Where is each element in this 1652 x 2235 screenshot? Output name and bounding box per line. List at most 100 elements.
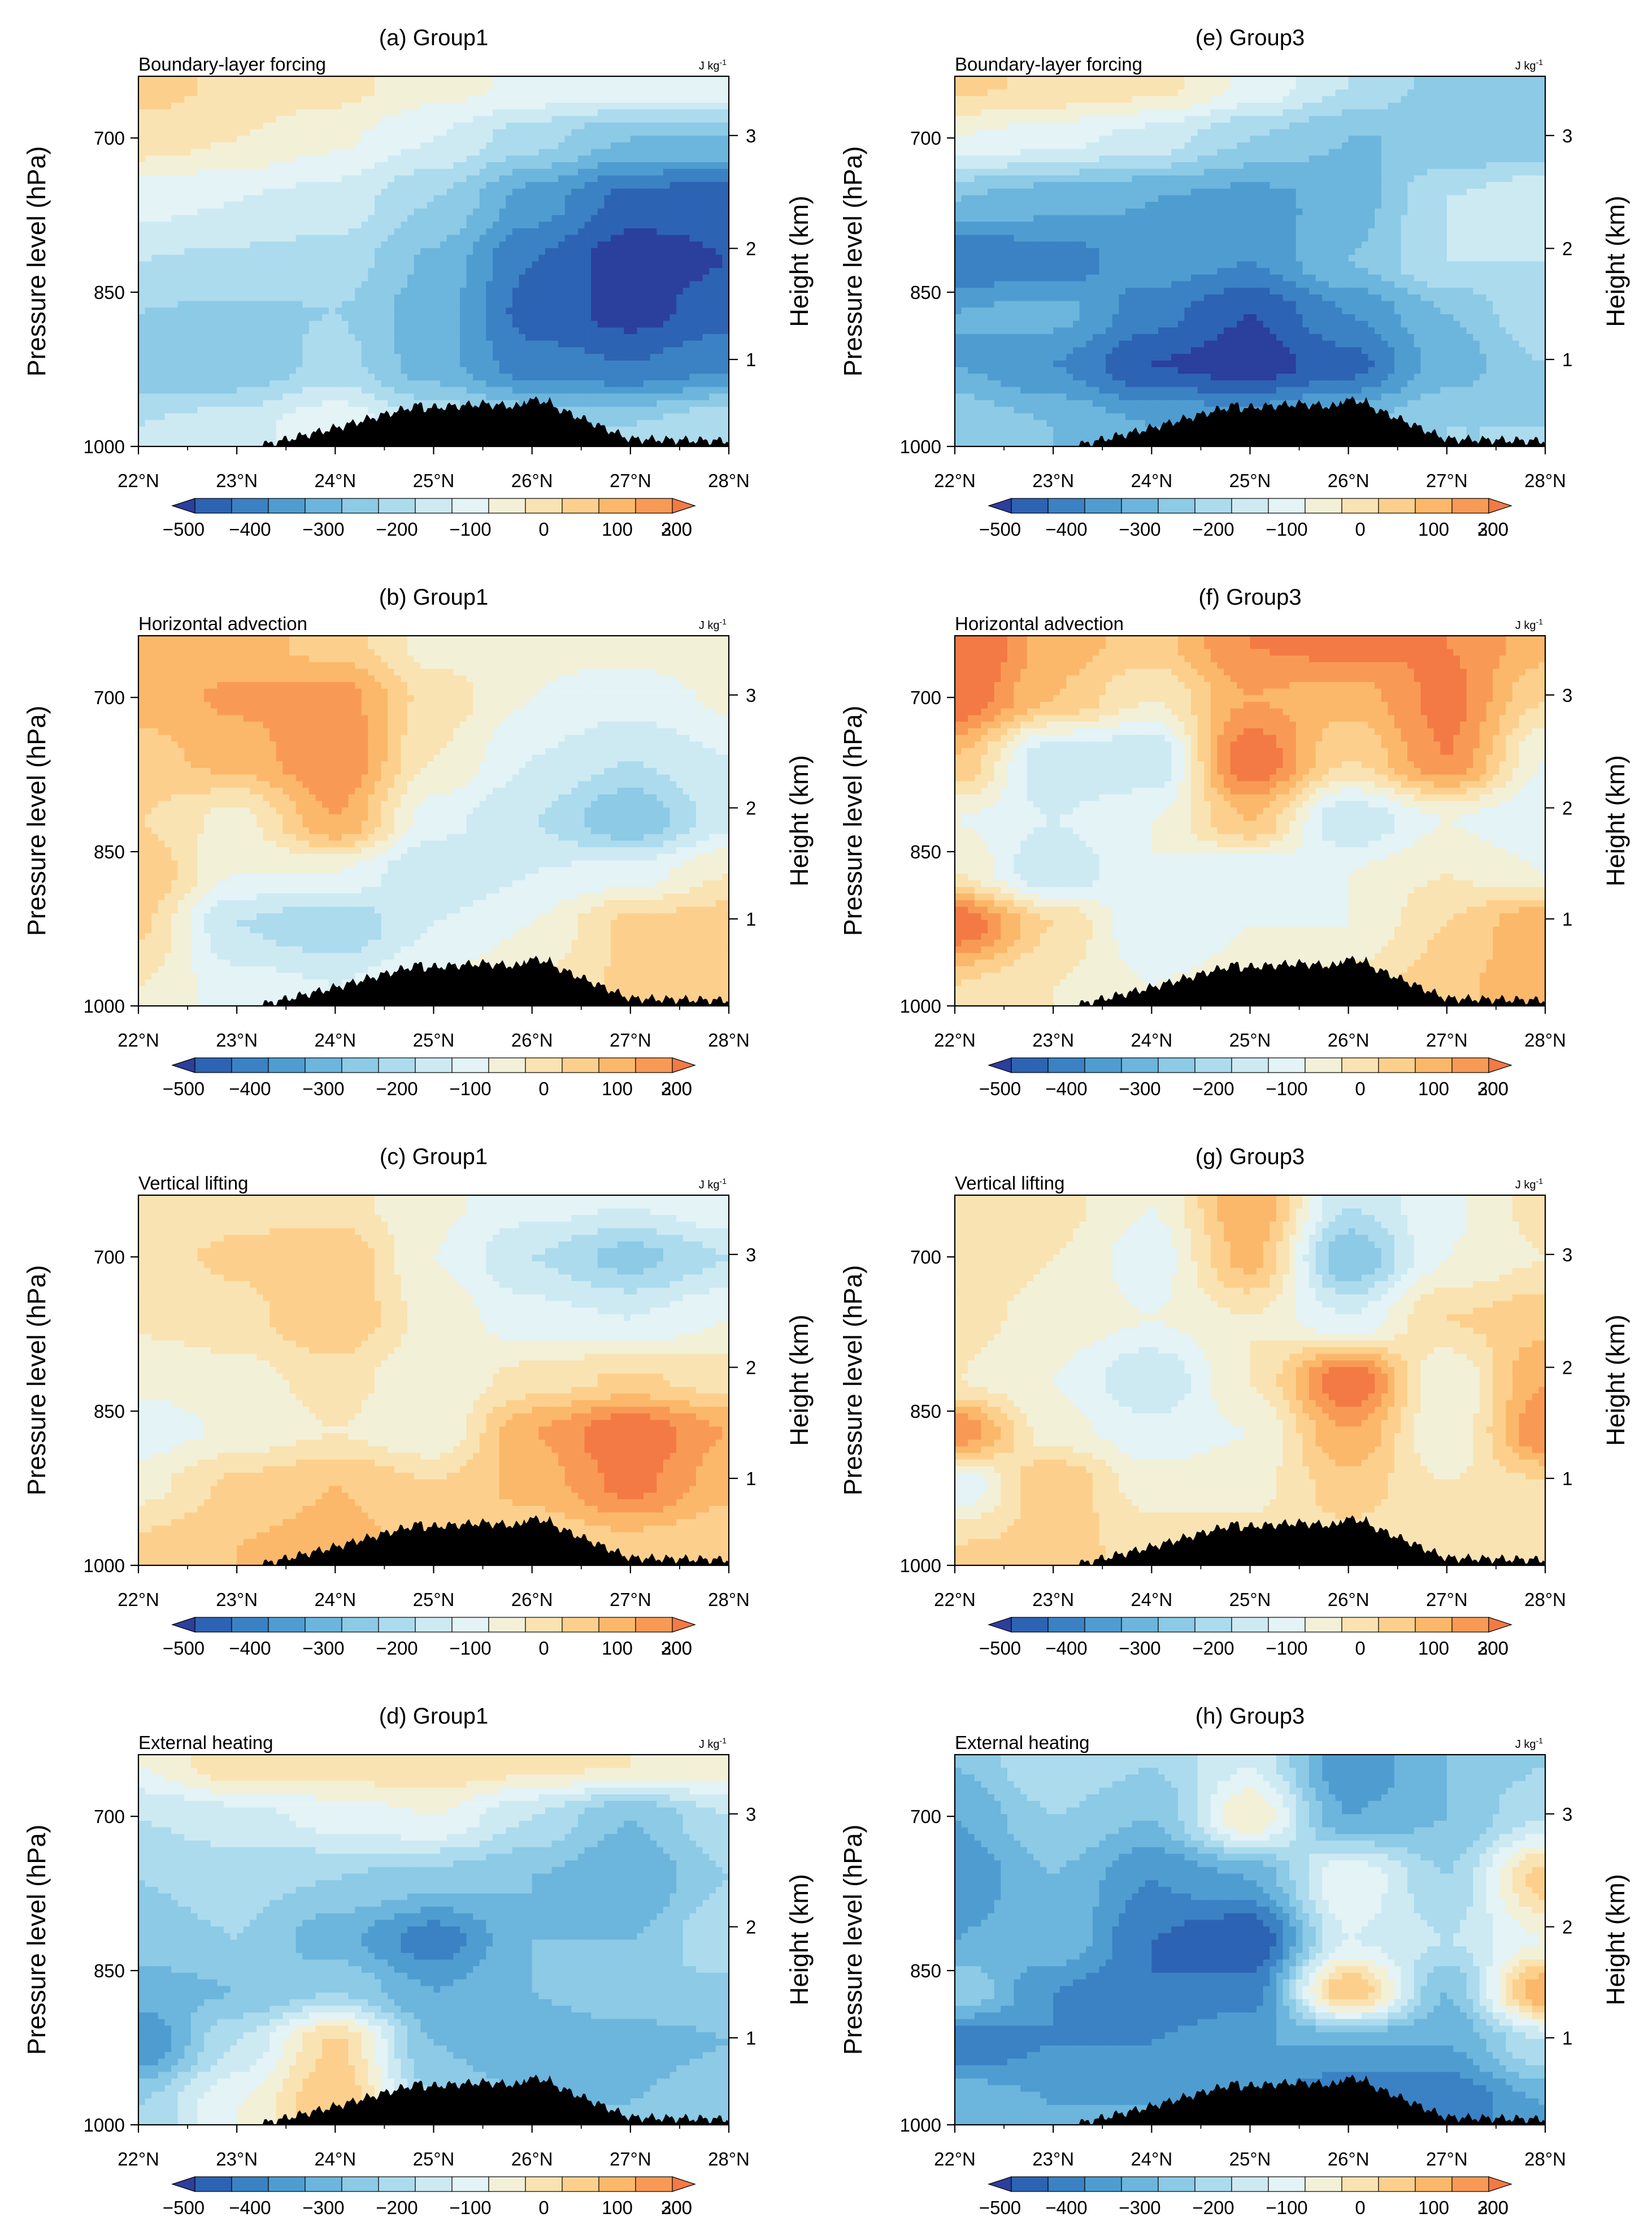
contour-cell — [670, 109, 677, 116]
contour-cell — [177, 109, 185, 116]
contour-cell — [670, 301, 677, 308]
contour-cell — [657, 288, 664, 295]
contour-cell — [663, 281, 671, 288]
contour-cell — [145, 102, 152, 110]
contour-cell — [282, 426, 290, 434]
contour-cell — [597, 334, 605, 341]
contour-cell — [420, 202, 428, 209]
contour-cell — [584, 400, 592, 407]
contour-cell — [381, 320, 388, 328]
contour-cell — [204, 340, 211, 348]
contour-cell — [335, 222, 342, 229]
contour-cell — [315, 420, 323, 427]
contour-cell — [453, 261, 460, 268]
contour-cell — [302, 116, 310, 123]
contour-cell — [164, 406, 172, 414]
contour-cell — [722, 261, 729, 268]
contour-cell — [151, 215, 159, 222]
contour-cell — [289, 393, 297, 401]
contour-cell — [394, 281, 402, 288]
contour-cell — [322, 320, 329, 328]
contour-cell — [217, 208, 224, 216]
contour-cell — [230, 96, 237, 103]
contour-cell — [558, 215, 566, 222]
contour-cell — [151, 354, 159, 361]
contour-cell — [210, 294, 218, 302]
contour-cell — [381, 387, 388, 394]
contour-cell — [519, 347, 526, 354]
contour-cell — [722, 109, 729, 116]
contour-cell — [682, 162, 690, 170]
contour-cell — [289, 228, 297, 236]
contour-cell — [420, 122, 428, 130]
contour-cell — [670, 149, 677, 156]
contour-cell — [237, 96, 244, 103]
contour-cell — [493, 314, 500, 322]
contour-cell — [663, 208, 671, 216]
contour-cell — [151, 228, 159, 236]
contour-cell — [414, 83, 421, 90]
contour-cell — [171, 149, 179, 156]
contour-cell — [414, 109, 421, 116]
contour-cell — [355, 367, 362, 374]
contour-cell — [302, 268, 310, 275]
contour-cell — [158, 109, 166, 116]
contour-cell — [282, 129, 290, 136]
contour-cell — [512, 367, 520, 374]
contour-cell — [177, 400, 185, 407]
contour-cell — [145, 340, 152, 348]
contour-cell — [269, 406, 277, 414]
contour-cell — [663, 320, 671, 328]
contour-cell — [597, 149, 605, 156]
contour-cell — [506, 248, 513, 255]
contour-cell — [328, 96, 336, 103]
contour-cell — [171, 413, 179, 420]
contour-cell — [459, 142, 467, 150]
contour-cell — [394, 89, 402, 97]
contour-cell — [427, 248, 434, 255]
contour-cell — [375, 254, 382, 262]
contour-cell — [282, 122, 290, 130]
contour-cell — [663, 235, 671, 242]
contour-cell — [328, 400, 336, 407]
contour-cell — [257, 426, 264, 434]
contour-cell — [407, 268, 415, 275]
contour-cell — [558, 320, 566, 328]
contour-cell — [315, 354, 323, 361]
contour-cell — [630, 327, 638, 335]
contour-cell — [512, 202, 520, 209]
contour-cell — [210, 162, 218, 170]
contour-cell — [257, 149, 264, 156]
contour-cell — [388, 235, 395, 242]
contour-cell — [571, 307, 579, 315]
contour-cell — [630, 274, 638, 282]
contour-cell — [682, 202, 690, 209]
contour-cell — [611, 195, 618, 202]
contour-cell — [644, 374, 651, 381]
contour-cell — [407, 182, 415, 189]
contour-cell — [197, 327, 205, 335]
contour-cell — [519, 116, 526, 123]
contour-cell — [282, 83, 290, 90]
contour-cell — [158, 327, 166, 335]
contour-cell — [414, 129, 421, 136]
contour-cell — [650, 274, 657, 282]
contour-cell — [250, 109, 257, 116]
contour-cell — [269, 102, 277, 110]
contour-cell — [276, 89, 284, 97]
contour-cell — [493, 228, 500, 236]
contour-cell — [308, 320, 316, 328]
contour-cell — [328, 347, 336, 354]
contour-cell — [611, 281, 618, 288]
contour-cell — [689, 149, 697, 156]
contour-cell — [571, 195, 579, 202]
contour-cell — [138, 202, 146, 209]
contour-cell — [243, 149, 250, 156]
contour-cell — [538, 294, 546, 302]
contour-cell — [545, 367, 553, 374]
contour-cell — [617, 340, 624, 348]
contour-cell — [479, 374, 486, 381]
contour-cell — [637, 102, 644, 110]
contour-cell — [145, 327, 152, 335]
contour-cell — [151, 168, 159, 176]
